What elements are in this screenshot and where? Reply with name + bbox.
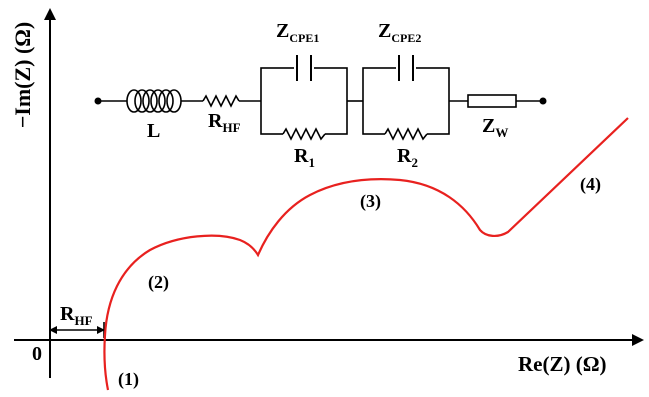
terminal-right (539, 97, 547, 105)
inductor-label: L (147, 120, 160, 142)
inductor: L (126, 89, 182, 142)
inductor-coil (134, 89, 150, 113)
r1-label: R1 (294, 145, 315, 170)
resistor-hf-label: RHF (208, 110, 241, 135)
region-label-4: (4) (580, 174, 601, 195)
r1-label-sub: 1 (308, 155, 315, 170)
inductor-coil (158, 89, 174, 113)
inductor-coil (166, 89, 182, 113)
region-label-3: (3) (360, 191, 381, 212)
r2-label: R2 (397, 145, 418, 170)
rhf-label: RHF (60, 303, 93, 328)
cpe1-label: ZCPE1 (276, 20, 319, 45)
resistor-hf-label-sub: HF (222, 120, 240, 135)
warburg-label: ZW (482, 115, 508, 140)
region-label-2: (2) (148, 272, 169, 293)
cpe1-gap (294, 60, 314, 76)
cpe2-gap (396, 60, 416, 76)
parallel-block-1: ZCPE1 R1 (260, 20, 348, 170)
rhf-dimension: RHF (49, 303, 105, 338)
inductor-coil (142, 89, 158, 113)
origin-label: 0 (32, 343, 42, 365)
parallel-block-2-frame (362, 67, 450, 135)
warburg-box (467, 94, 517, 108)
cpe2-label: ZCPE2 (378, 20, 421, 45)
warburg-element: ZW (467, 94, 517, 140)
cpe2-label-sub: CPE2 (391, 31, 421, 45)
inductor-coil (126, 89, 142, 113)
cpe1-label-sub: CPE1 (289, 31, 319, 45)
y-axis-label: −Im(Z) (Ω) (10, 22, 35, 129)
equivalent-circuit: L RHF ZCPE1 (94, 20, 547, 170)
resistor-hf: RHF (202, 94, 241, 135)
warburg-label-sub: W (495, 125, 508, 140)
r2-zigzag (384, 127, 428, 141)
region-labels: (1) (2) (3) (4) (118, 174, 601, 390)
impedance-curve (103, 117, 629, 391)
r2-label-sub: 2 (411, 155, 418, 170)
region-label-1: (1) (118, 369, 139, 390)
rhf-label-sub: HF (74, 313, 92, 328)
x-axis-label: Re(Z) (Ω) (518, 352, 607, 376)
r1-zigzag (282, 127, 326, 141)
parallel-block-2: ZCPE2 R2 (362, 20, 450, 170)
axes: −Im(Z) (Ω) Re(Z) (Ω) 0 (10, 8, 644, 378)
resistor-hf-zigzag (202, 94, 240, 108)
inductor-coil (150, 89, 166, 113)
parallel-block-1-frame (260, 67, 348, 135)
